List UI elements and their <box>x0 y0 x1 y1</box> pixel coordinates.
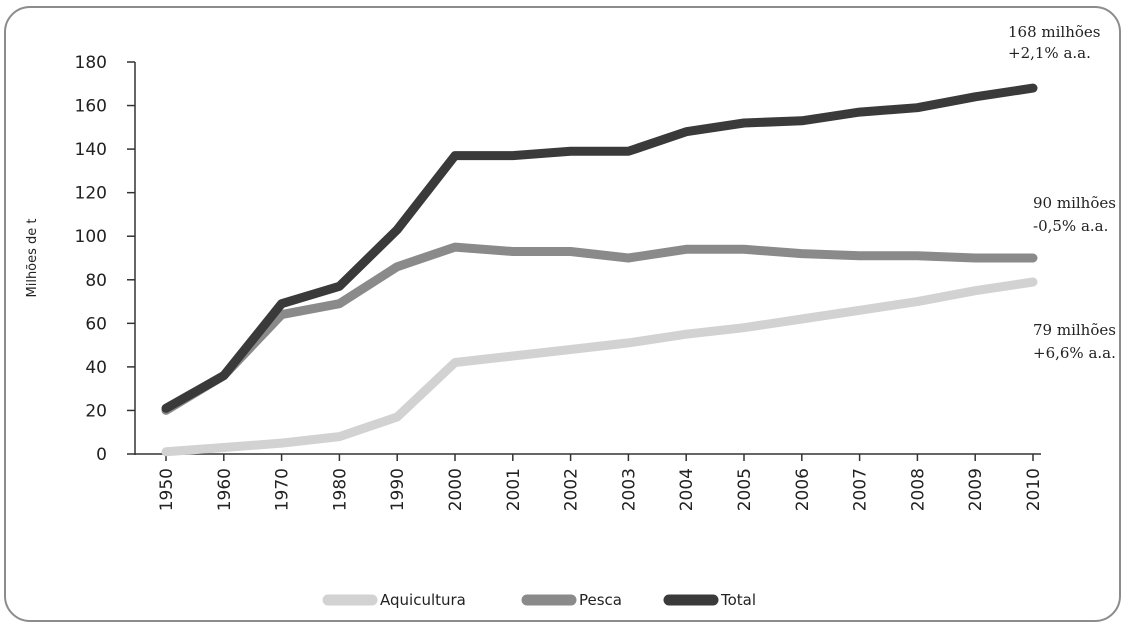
series-line-total <box>161 83 1038 413</box>
annotation-growth: +6,6% a.a. <box>1033 344 1116 362</box>
x-tick-label: 2001 <box>504 468 524 511</box>
x-tick-label: 2006 <box>793 468 813 511</box>
x-tick-label: 1970 <box>273 468 293 511</box>
x-tick-label: 1990 <box>388 468 408 511</box>
y-axis-label: Milhões de t <box>25 218 40 297</box>
y-tick-label: 60 <box>85 314 107 334</box>
series-line-pesca <box>161 242 1038 415</box>
x-tick-label: 2009 <box>966 468 986 511</box>
legend-label-aquicultura: Aquicultura <box>380 591 466 609</box>
x-tick-label: 2008 <box>908 468 928 511</box>
annotation-value: 168 milhões <box>1008 23 1100 41</box>
x-tick-label: 2002 <box>562 468 582 511</box>
x-tick-label: 2003 <box>619 468 639 511</box>
x-tick-label: 1950 <box>157 468 177 511</box>
y-tick-label: 100 <box>75 227 107 247</box>
y-tick-label: 20 <box>85 401 107 421</box>
y-tick-label: 180 <box>75 53 107 73</box>
x-tick-label: 1960 <box>215 468 235 511</box>
legend-label-total: Total <box>720 591 756 609</box>
annotation-growth: +2,1% a.a. <box>1008 44 1091 62</box>
x-tick-label: 2007 <box>851 468 871 511</box>
annotation-value: 90 milhões <box>1033 194 1116 212</box>
annotation-value: 79 milhões <box>1033 321 1116 339</box>
x-tick-label: 2005 <box>735 468 755 511</box>
y-tick-label: 140 <box>75 140 107 160</box>
y-tick-label: 0 <box>96 445 107 465</box>
annotation-growth: -0,5% a.a. <box>1033 217 1108 235</box>
chart-frame: 0 20 40 60 80 100 120 140 160 180 Milhões de t 1950… <box>4 6 1121 622</box>
y-tick-label: 80 <box>85 271 107 291</box>
y-tick-label: 160 <box>75 97 107 117</box>
y-tick-label: 40 <box>85 358 107 378</box>
x-tick-label: 2004 <box>677 468 697 511</box>
series-line-aquicultura <box>161 277 1038 457</box>
x-tick-label: 2000 <box>446 468 466 511</box>
legend-label-pesca: Pesca <box>579 591 622 609</box>
x-tick-label: 2010 <box>1024 468 1044 511</box>
x-tick-label: 1980 <box>330 468 350 511</box>
line-chart: 0 20 40 60 80 100 120 140 160 180 Milhões de t 1950… <box>25 23 1116 609</box>
y-tick-label: 120 <box>75 184 107 204</box>
